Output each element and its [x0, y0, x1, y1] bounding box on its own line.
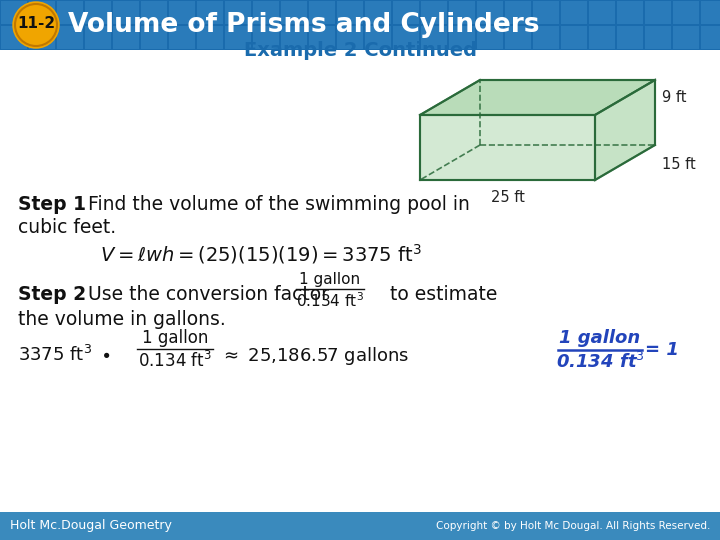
Text: Volume of Prisms and Cylinders: Volume of Prisms and Cylinders [68, 12, 539, 38]
Circle shape [13, 2, 59, 48]
Bar [281, 26, 307, 49]
Bar [589, 1, 615, 24]
Bar [197, 26, 223, 49]
Bar [225, 1, 251, 24]
Text: Example 2 Continued: Example 2 Continued [243, 40, 477, 59]
Text: Holt Mc.Dougal Geometry: Holt Mc.Dougal Geometry [10, 519, 172, 532]
Text: Step 2: Step 2 [18, 285, 86, 304]
Bar [645, 26, 671, 49]
Bar [393, 26, 419, 49]
Bar [421, 26, 447, 49]
Bar [337, 1, 363, 24]
Bar [561, 1, 587, 24]
Bar [421, 1, 447, 24]
Text: cubic feet.: cubic feet. [18, 218, 116, 237]
Bar [281, 1, 307, 24]
Bar [225, 26, 251, 49]
Bar [0, 0, 720, 50]
Bar [477, 26, 503, 49]
Polygon shape [595, 80, 655, 180]
Bar [1, 1, 27, 24]
Text: the volume in gallons.: the volume in gallons. [18, 310, 226, 329]
Text: to estimate: to estimate [390, 285, 498, 304]
Bar [169, 26, 195, 49]
Bar [253, 1, 279, 24]
Text: $V = \ell wh = (25)(15)(19) = 3375\ \mathrm{ft}^3$: $V = \ell wh = (25)(15)(19) = 3375\ \mat… [100, 242, 422, 266]
Text: $\approx$ 25,186.57 gallons: $\approx$ 25,186.57 gallons [220, 345, 409, 367]
Text: Copyright © by Holt Mc Dougal. All Rights Reserved.: Copyright © by Holt Mc Dougal. All Right… [436, 521, 710, 531]
Bar [617, 1, 643, 24]
Text: 25 ft: 25 ft [490, 190, 524, 205]
Bar [85, 26, 111, 49]
Text: Step 1: Step 1 [18, 195, 86, 214]
Text: 0.134 ft$^3$: 0.134 ft$^3$ [296, 291, 364, 310]
Bar [505, 26, 531, 49]
Bar [365, 1, 391, 24]
Bar [589, 26, 615, 49]
Bar [645, 1, 671, 24]
Bar [673, 1, 699, 24]
Bar [337, 26, 363, 49]
Bar [701, 26, 720, 49]
Bar [617, 26, 643, 49]
Text: 3375 ft$^3$: 3375 ft$^3$ [18, 345, 92, 365]
Bar [85, 1, 111, 24]
Bar [393, 1, 419, 24]
Text: 11-2: 11-2 [17, 17, 55, 31]
Text: = 1: = 1 [645, 341, 679, 359]
Bar [365, 26, 391, 49]
Bar [309, 1, 335, 24]
Polygon shape [420, 115, 595, 180]
Bar [253, 26, 279, 49]
Text: 1 gallon: 1 gallon [559, 329, 641, 347]
Bar [505, 1, 531, 24]
Text: 0.134 ft$^3$: 0.134 ft$^3$ [138, 351, 212, 371]
Bar [141, 1, 167, 24]
Text: Find the volume of the swimming pool in: Find the volume of the swimming pool in [76, 195, 470, 214]
Bar [29, 1, 55, 24]
Text: 1 gallon: 1 gallon [142, 329, 208, 347]
Text: $\bullet$: $\bullet$ [100, 345, 110, 363]
Text: 0.134 ft$^3$: 0.134 ft$^3$ [556, 352, 644, 372]
Bar [533, 26, 559, 49]
Bar [533, 1, 559, 24]
Bar [477, 1, 503, 24]
Text: 1 gallon: 1 gallon [300, 272, 361, 287]
Bar [169, 1, 195, 24]
Bar [29, 26, 55, 49]
Polygon shape [420, 80, 655, 115]
Bar [113, 26, 139, 49]
Bar [449, 1, 475, 24]
Text: Use the conversion factor: Use the conversion factor [76, 285, 329, 304]
Bar [701, 1, 720, 24]
Bar [1, 26, 27, 49]
Bar [57, 26, 83, 49]
Bar [449, 26, 475, 49]
Bar [141, 26, 167, 49]
Bar [673, 26, 699, 49]
Bar [113, 1, 139, 24]
Text: 15 ft: 15 ft [662, 157, 696, 172]
Bar [309, 26, 335, 49]
Text: 9 ft: 9 ft [662, 90, 686, 105]
Bar [0, 512, 720, 540]
Bar [197, 1, 223, 24]
Bar [57, 1, 83, 24]
Bar [561, 26, 587, 49]
